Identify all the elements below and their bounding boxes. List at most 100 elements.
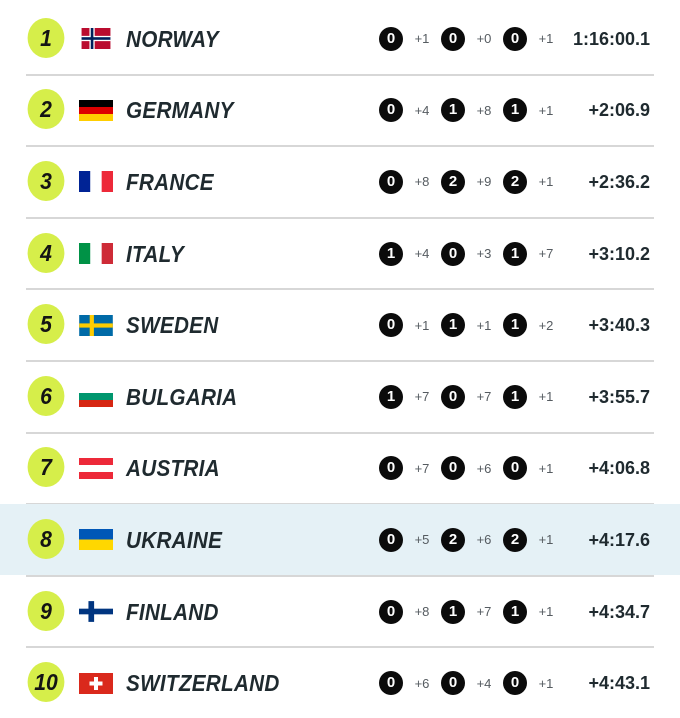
miss-count: 0 xyxy=(441,671,465,696)
penalty-loops: +1 xyxy=(414,31,430,47)
shooting-results: 0 +7 0 +6 0 +1 xyxy=(379,456,565,481)
country-name: SWITZERLAND xyxy=(126,670,280,697)
miss-count: 1 xyxy=(379,241,403,266)
penalty-loops: +3 xyxy=(476,246,492,262)
penalty-loops: +0 xyxy=(476,31,492,47)
flag-norway-icon xyxy=(79,28,113,50)
penalty-loops: +6 xyxy=(476,532,492,548)
penalty-loops: +1 xyxy=(538,102,554,118)
miss-count: 0 xyxy=(379,599,403,624)
result-row[interactable]: 5 SWEDEN 0 +1 1 +1 1 +2 +3:40.3 xyxy=(0,289,680,360)
penalty-loops: +1 xyxy=(538,460,554,476)
penalty-loops: +8 xyxy=(414,604,430,620)
penalty-loops: +7 xyxy=(476,389,492,405)
flag-finland-icon xyxy=(79,601,113,622)
flag-italy-icon xyxy=(79,243,113,265)
penalty-loops: +1 xyxy=(538,389,554,405)
finish-time: 1:16:00.1 xyxy=(572,28,650,49)
rank-badge: 10 xyxy=(27,662,65,703)
rank-badge: 8 xyxy=(27,518,65,559)
row-divider xyxy=(26,646,654,649)
shooting-results: 0 +4 1 +8 1 +1 xyxy=(379,98,565,123)
country-name: GERMANY xyxy=(126,97,234,124)
row-divider xyxy=(26,145,654,148)
miss-count: 1 xyxy=(503,98,527,123)
miss-count: 0 xyxy=(441,241,465,266)
result-row[interactable]: 7 AUSTRIA 0 +7 0 +6 0 +1 +4:06.8 xyxy=(0,433,680,504)
country-name: ITALY xyxy=(126,240,185,267)
penalty-loops: +1 xyxy=(538,31,554,47)
flag-ukraine-icon xyxy=(79,529,113,551)
row-divider xyxy=(26,431,654,434)
result-row[interactable]: 3 FRANCE 0 +8 2 +9 2 +1 +2:36.2 xyxy=(0,146,680,217)
shooting-results: 0 +8 2 +9 2 +1 xyxy=(379,169,565,194)
miss-count: 0 xyxy=(441,384,465,409)
rank-badge: 3 xyxy=(27,160,65,201)
miss-count: 0 xyxy=(379,169,403,194)
result-row[interactable]: 6 BULGARIA 1 +7 0 +7 1 +1 +3:55.7 xyxy=(0,361,680,432)
miss-count: 0 xyxy=(441,26,465,51)
miss-count: 0 xyxy=(379,98,403,123)
result-row[interactable]: 2 GERMANY 0 +4 1 +8 1 +1 +2:06.9 xyxy=(0,75,680,146)
finish-time: +3:55.7 xyxy=(588,386,650,407)
rank-badge: 2 xyxy=(27,89,65,130)
miss-count: 0 xyxy=(441,456,465,481)
shooting-results: 0 +1 0 +0 0 +1 xyxy=(379,26,565,51)
miss-count: 0 xyxy=(379,313,403,338)
shooting-results: 0 +5 2 +6 2 +1 xyxy=(379,527,565,552)
miss-count: 0 xyxy=(379,671,403,696)
rank-badge: 5 xyxy=(27,304,65,345)
result-row[interactable]: 9 FINLAND 0 +8 1 +7 1 +1 +4:34.7 xyxy=(0,576,680,647)
row-divider xyxy=(26,216,654,219)
result-row[interactable]: 1 NORWAY 0 +1 0 +0 0 +1 1:16:00.1 xyxy=(0,3,680,74)
miss-count: 0 xyxy=(503,456,527,481)
penalty-loops: +7 xyxy=(414,389,430,405)
finish-time: +4:34.7 xyxy=(588,601,650,622)
miss-count: 0 xyxy=(379,26,403,51)
flag-sweden-icon xyxy=(79,314,113,336)
shooting-results: 0 +8 1 +7 1 +1 xyxy=(379,599,565,624)
country-name: AUSTRIA xyxy=(126,455,220,482)
miss-count: 1 xyxy=(379,384,403,409)
penalty-loops: +8 xyxy=(476,102,492,118)
miss-count: 1 xyxy=(441,599,465,624)
penalty-loops: +6 xyxy=(414,675,430,691)
finish-time: +2:36.2 xyxy=(588,171,650,192)
penalty-loops: +2 xyxy=(538,317,554,333)
miss-count: 2 xyxy=(503,527,527,552)
rank-badge: 4 xyxy=(27,232,65,273)
row-divider xyxy=(26,360,654,362)
miss-count: 0 xyxy=(503,26,527,51)
result-row[interactable]: 10 SWITZERLAND 0 +6 0 +4 0 +1 +4:43.1 xyxy=(0,647,680,718)
penalty-loops: +9 xyxy=(476,174,492,190)
miss-count: 0 xyxy=(379,527,403,552)
miss-count: 1 xyxy=(441,313,465,338)
miss-count: 0 xyxy=(379,456,403,481)
result-row[interactable]: 8 UKRAINE 0 +5 2 +6 2 +1 +4:17.6 xyxy=(0,504,680,576)
miss-count: 1 xyxy=(503,599,527,624)
penalty-loops: +6 xyxy=(476,460,492,476)
country-name: SWEDEN xyxy=(126,312,219,339)
shooting-results: 1 +7 0 +7 1 +1 xyxy=(379,384,565,409)
penalty-loops: +8 xyxy=(414,174,430,190)
finish-time: +2:06.9 xyxy=(588,100,650,121)
miss-count: 1 xyxy=(503,384,527,409)
miss-count: 1 xyxy=(503,313,527,338)
rank-badge: 9 xyxy=(27,590,65,631)
finish-time: +4:06.8 xyxy=(588,458,650,479)
miss-count: 2 xyxy=(441,527,465,552)
result-row[interactable]: 4 ITALY 1 +4 0 +3 1 +7 +3:10.2 xyxy=(0,218,680,289)
rank-badge: 6 xyxy=(27,375,65,416)
shooting-results: 0 +6 0 +4 0 +1 xyxy=(379,671,565,696)
penalty-loops: +4 xyxy=(476,675,492,691)
flag-austria-icon xyxy=(79,457,113,479)
penalty-loops: +1 xyxy=(538,532,554,548)
country-name: UKRAINE xyxy=(126,526,223,553)
country-name: FINLAND xyxy=(126,598,219,625)
finish-time: +3:40.3 xyxy=(588,315,650,336)
rank-badge: 1 xyxy=(27,17,65,58)
finish-time: +4:17.6 xyxy=(588,529,650,550)
row-divider xyxy=(26,574,654,577)
miss-count: 0 xyxy=(503,671,527,696)
